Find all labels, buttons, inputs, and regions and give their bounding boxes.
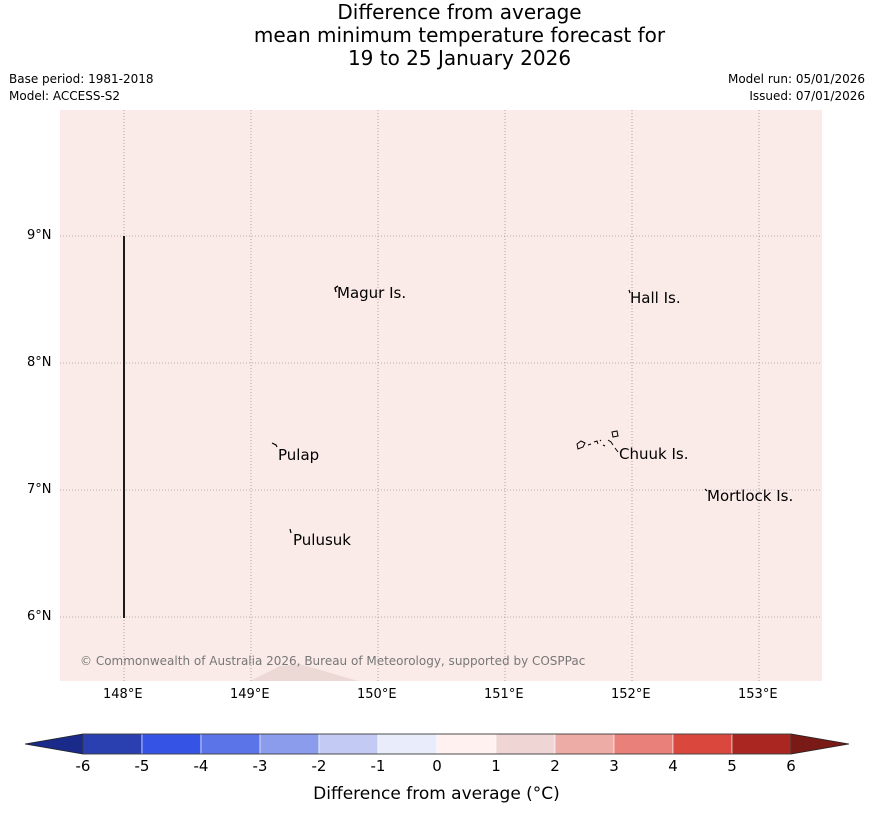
pulusuk-island-shape (289, 528, 292, 534)
colorbar-tick-label: -3 (252, 757, 268, 775)
magur-island-shape (334, 285, 339, 293)
lon-label-151e: 151°E (484, 687, 524, 702)
model-run: Model run: 05/01/2026 (727, 72, 865, 86)
place-chuuk-is: Chuuk Is. (619, 445, 689, 463)
colorbar-segment (82, 733, 143, 755)
mortlock-island-shape (704, 488, 708, 492)
colorbar-segment (436, 733, 497, 755)
colorbar (24, 733, 850, 755)
colorbar-tick-label: 4 (668, 757, 678, 775)
place-magur-is: Magur Is. (337, 284, 407, 302)
model-name: Model: ACCESS-S2 (9, 89, 121, 103)
issued-date: Issued: 07/01/2026 (749, 89, 865, 103)
colorbar-segment (613, 733, 674, 755)
colorbar-tick-label: -2 (311, 757, 327, 775)
colorbar-under-arrow (24, 733, 84, 755)
lat-label-8n: 8°N (27, 355, 52, 370)
copyright-notice: © Commonwealth of Australia 2026, Bureau… (80, 654, 586, 668)
place-pulusuk: Pulusuk (293, 531, 351, 549)
lon-label-149e: 149°E (230, 687, 270, 702)
colorbar-tick-label: 0 (432, 757, 442, 775)
map-area[interactable] (60, 110, 822, 681)
colorbar-over-arrow (790, 733, 850, 755)
map-title-line2: mean minimum temperature forecast for (253, 23, 666, 47)
colorbar-tick-label: 6 (786, 757, 796, 775)
colorbar-frame (82, 733, 792, 755)
colorbar-tick-label: 1 (491, 757, 501, 775)
chuuk-lagoon-shape (576, 430, 619, 453)
map-title-line1: Difference from average (337, 0, 582, 24)
lon-label-153e: 153°E (738, 687, 778, 702)
colorbar-tick-label: 2 (550, 757, 560, 775)
lon-label-148e: 148°E (103, 687, 143, 702)
hall-island-shape (628, 289, 631, 294)
colorbar-tick-label: 3 (609, 757, 619, 775)
colorbar-tick-label: -1 (370, 757, 386, 775)
colorbar-segment (200, 733, 261, 755)
colorbar-tick-label: -6 (75, 757, 91, 775)
lon-label-150e: 150°E (357, 687, 397, 702)
place-mortlock-is: Mortlock Is. (707, 487, 794, 505)
colorbar-segment (377, 733, 438, 755)
colorbar-segment (495, 733, 556, 755)
terrain-patch (250, 664, 358, 681)
lon-label-152e: 152°E (611, 687, 651, 702)
colorbar-segment (672, 733, 733, 755)
colorbar-label: Difference from average (°C) (313, 784, 560, 804)
place-pulap: Pulap (278, 446, 320, 464)
colorbar-tick-label: 5 (727, 757, 737, 775)
colorbar-segment (259, 733, 320, 755)
colorbar-segment (141, 733, 202, 755)
colorbar-tick-label: -5 (134, 757, 150, 775)
lat-label-7n: 7°N (27, 482, 52, 497)
lat-label-6n: 6°N (27, 609, 52, 624)
colorbar-segment (318, 733, 379, 755)
lat-label-9n: 9°N (27, 228, 52, 243)
pulap-island-shape (271, 442, 278, 448)
map-title-line3: 19 to 25 January 2026 (347, 46, 572, 70)
place-hall-is: Hall Is. (630, 289, 681, 307)
base-period: Base period: 1981-2018 (9, 72, 154, 86)
colorbar-segment (731, 733, 792, 755)
colorbar-tick-label: -4 (193, 757, 209, 775)
colorbar-segment (554, 733, 615, 755)
